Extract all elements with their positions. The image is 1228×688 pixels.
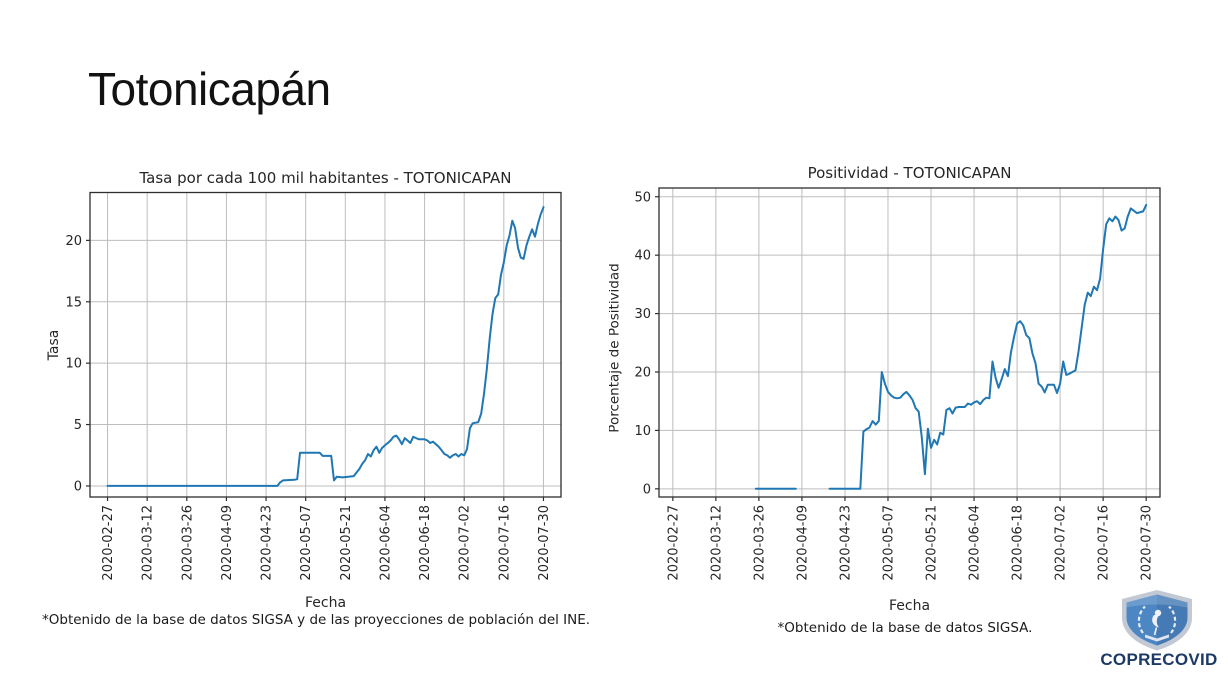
tasa-y-axis-label: Tasa [46,329,62,361]
laurel-right [1168,605,1177,634]
quetzal-body [1152,614,1160,628]
coprecovid-logo: COPRECOVID [1096,588,1222,684]
y-tick-label: 0 [643,482,651,497]
tasa-footnote: *Obtenido de la base de datos SIGSA y de… [42,612,591,628]
x-tick-label: 2020-05-07 [881,505,896,581]
y-tick-label: 0 [74,479,82,494]
x-tick-label: 2020-04-09 [795,505,810,581]
x-tick-label: 2020-03-26 [180,505,195,581]
y-tick-label: 50 [634,190,651,205]
plot-frame [89,191,562,498]
x-tick-label: 2020-03-12 [141,505,156,581]
quetzal-tail [1153,627,1158,636]
x-tick-label: 2020-05-21 [339,505,354,581]
shield-shade [1157,594,1188,646]
plot-frame [658,187,1161,498]
x-tick-label: 2020-07-02 [1054,505,1069,581]
positividad-plot: 2020-02-27 2020-03-12 2020-03-26 2020-04-09… [634,187,1161,581]
shield-banner [1145,634,1169,642]
x-tick-label: 2020-04-09 [220,505,235,581]
x-tick-label: 2020-06-18 [418,505,433,581]
x-tick-label: 2020-04-23 [838,505,853,581]
x-tick-label: 2020-06-04 [968,505,983,581]
positividad-y-axis-label: Porcentaje de Positividad [609,263,623,433]
positividad-line [828,203,1148,490]
x-tick-label: 2020-05-07 [299,505,314,581]
y-tick-label: 15 [65,295,82,310]
x-tick-label: 2020-05-21 [925,505,940,581]
coprecovid-shield-icon [1122,590,1192,651]
tasa-plot: 2020-02-27 2020-03-12 2020-03-26 2020-04-09… [65,191,562,581]
positividad-y-axis-label-clip: Porcentaje de Positividad [609,256,639,440]
x-tick-label: 2020-04-23 [260,505,275,581]
tasa-chart-title: Tasa por cada 100 mil habitantes - TOTON… [139,169,512,187]
x-tick-label: 2020-07-30 [537,505,552,581]
laurel-left [1137,605,1146,634]
y-tick-label: 20 [65,234,82,249]
page-title: Totonicapán [88,63,331,115]
y-tick-label: 5 [74,418,82,433]
x-tick-label: 2020-07-02 [458,505,473,581]
x-tick-label: 2020-03-26 [752,505,767,581]
quetzal-head [1154,609,1162,617]
positividad-x-axis-label: Fecha [888,598,931,614]
x-tick-label: 2020-03-12 [709,505,724,581]
x-tick-label: 2020-02-27 [101,505,116,581]
positividad-footnote: *Obtenido de la base de datos SIGSA. [777,620,1033,636]
x-tick-label: 2020-07-30 [1140,505,1155,581]
positividad-chart-title: Positividad - TOTONICAPAN [807,164,1012,182]
tasa-x-axis-label: Fecha [304,595,347,611]
x-tick-label: 2020-06-18 [1011,505,1026,581]
x-tick-label: 2020-06-04 [378,505,393,581]
y-tick-label: 10 [65,357,82,372]
x-tick-label: 2020-07-16 [497,505,512,581]
coprecovid-wordmark: COPRECOVID [1100,650,1218,669]
shield-gloss [1126,594,1188,608]
tasa-line [106,206,545,487]
x-tick-label: 2020-02-27 [666,505,681,581]
x-tick-label: 2020-07-16 [1097,505,1112,581]
